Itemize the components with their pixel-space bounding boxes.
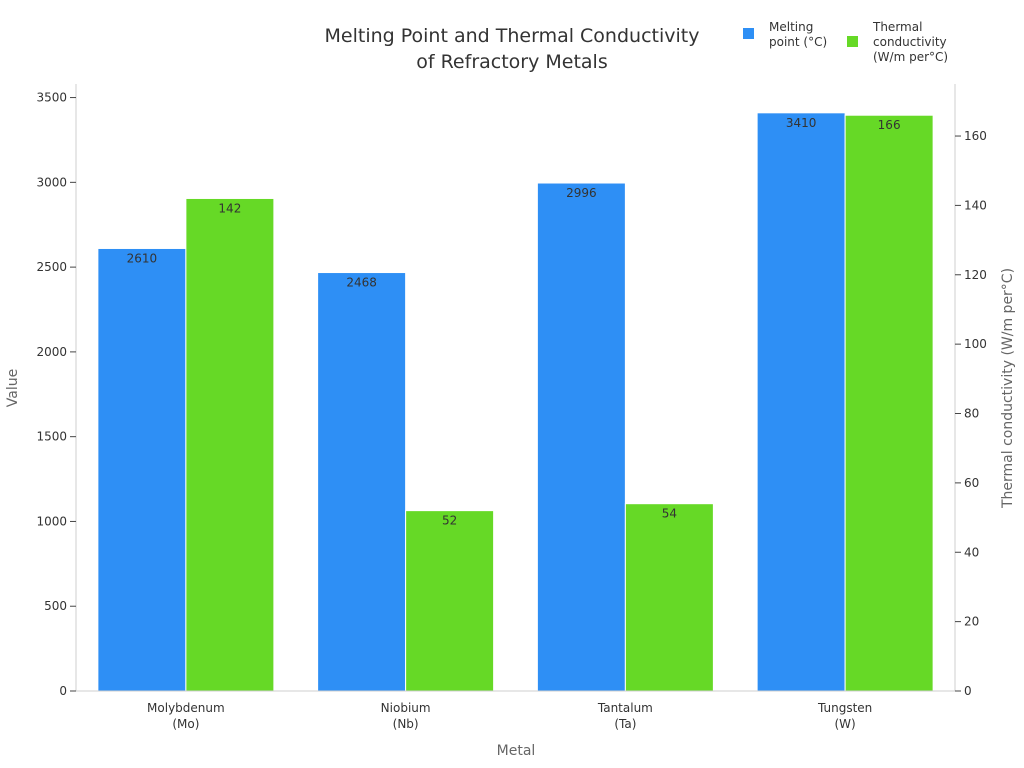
y2-tick-label-4: 80 (964, 407, 979, 421)
x-tick-label-2-line-2: (Ta) (614, 717, 636, 731)
chart-title-line-2: of Refractory Metals (416, 51, 608, 73)
data-label-thermal-conductivity-2: 54 (662, 507, 677, 521)
y2-tick-label-1: 20 (964, 615, 979, 629)
y2-tick-label-6: 120 (964, 268, 987, 282)
y-tick-label-6: 3000 (36, 175, 67, 189)
y-tick-label-0: 0 (59, 684, 67, 698)
chart-title: Melting Point and Thermal Conductivity o… (325, 25, 700, 73)
legend-label-melting-point-line-1: Melting (769, 20, 813, 34)
y2-tick-label-2: 40 (964, 545, 979, 559)
legend-swatch-thermal-conductivity (847, 36, 858, 47)
bar-thermal-conductivity-1 (405, 510, 495, 692)
legend: Melting point (°C) Thermal conductivity … (743, 20, 948, 64)
legend-label-thermal-conductivity-line-3: (W/m per°C) (873, 50, 948, 64)
y-tick-label-4: 2000 (36, 345, 67, 359)
bar-thermal-conductivity-3 (844, 114, 934, 692)
x-tick-label-1-line-2: (Nb) (393, 717, 419, 731)
legend-label-thermal-conductivity-line-1: Thermal (872, 20, 922, 34)
x-tick-label-1-line-1: Niobium (381, 701, 431, 715)
y2-tick-label-8: 160 (964, 129, 987, 143)
x-tick-label-3-line-2: (W) (835, 717, 856, 731)
y-tick-label-1: 500 (44, 599, 67, 613)
chart-title-line-1: Melting Point and Thermal Conductivity (325, 25, 700, 47)
bar-melting-point-3 (756, 112, 846, 692)
y-tick-label-3: 1500 (36, 430, 67, 444)
y-tick-label-2: 1000 (36, 514, 67, 528)
x-tick-label-3-line-1: Tungsten (817, 701, 872, 715)
bar-melting-point-0 (97, 247, 187, 692)
legend-label-thermal-conductivity-line-2: conductivity (873, 35, 947, 49)
legend-swatch-melting-point (743, 28, 754, 39)
y-tick-label-7: 3500 (36, 91, 67, 105)
y2-tick-label-3: 60 (964, 476, 979, 490)
x-tick-label-2-line-1: Tantalum (597, 701, 653, 715)
y-tick-label-5: 2500 (36, 260, 67, 274)
y2-tick-label-5: 100 (964, 337, 987, 351)
y2-tick-label-7: 140 (964, 198, 987, 212)
data-label-thermal-conductivity-1: 52 (442, 514, 457, 528)
data-label-thermal-conductivity-0: 142 (218, 201, 241, 215)
x-axis-title: Metal (497, 743, 536, 759)
x-tick-label-0-line-2: (Mo) (172, 717, 199, 731)
data-label-melting-point-1: 2468 (346, 276, 377, 290)
y2-tick-label-0: 0 (964, 684, 972, 698)
data-label-melting-point-3: 3410 (786, 116, 817, 130)
data-label-thermal-conductivity-3: 166 (878, 118, 901, 132)
bar-melting-point-2 (536, 182, 626, 692)
x-tick-label-0-line-1: Molybdenum (147, 701, 225, 715)
legend-label-melting-point-line-2: point (°C) (769, 35, 827, 49)
bar-melting-point-1 (317, 272, 407, 692)
data-label-melting-point-2: 2996 (566, 186, 597, 200)
bar-thermal-conductivity-0 (185, 197, 275, 692)
bar-thermal-conductivity-2 (624, 503, 714, 692)
y-axis-title: Value (5, 369, 21, 407)
y2-axis-title: Thermal conductivity (W/m per°C) (1000, 268, 1016, 509)
data-label-melting-point-0: 2610 (127, 251, 158, 265)
plot-area: 2610 142 Molybdenum (Mo) 2468 52 Niobium (Nb) 29… (36, 84, 987, 731)
